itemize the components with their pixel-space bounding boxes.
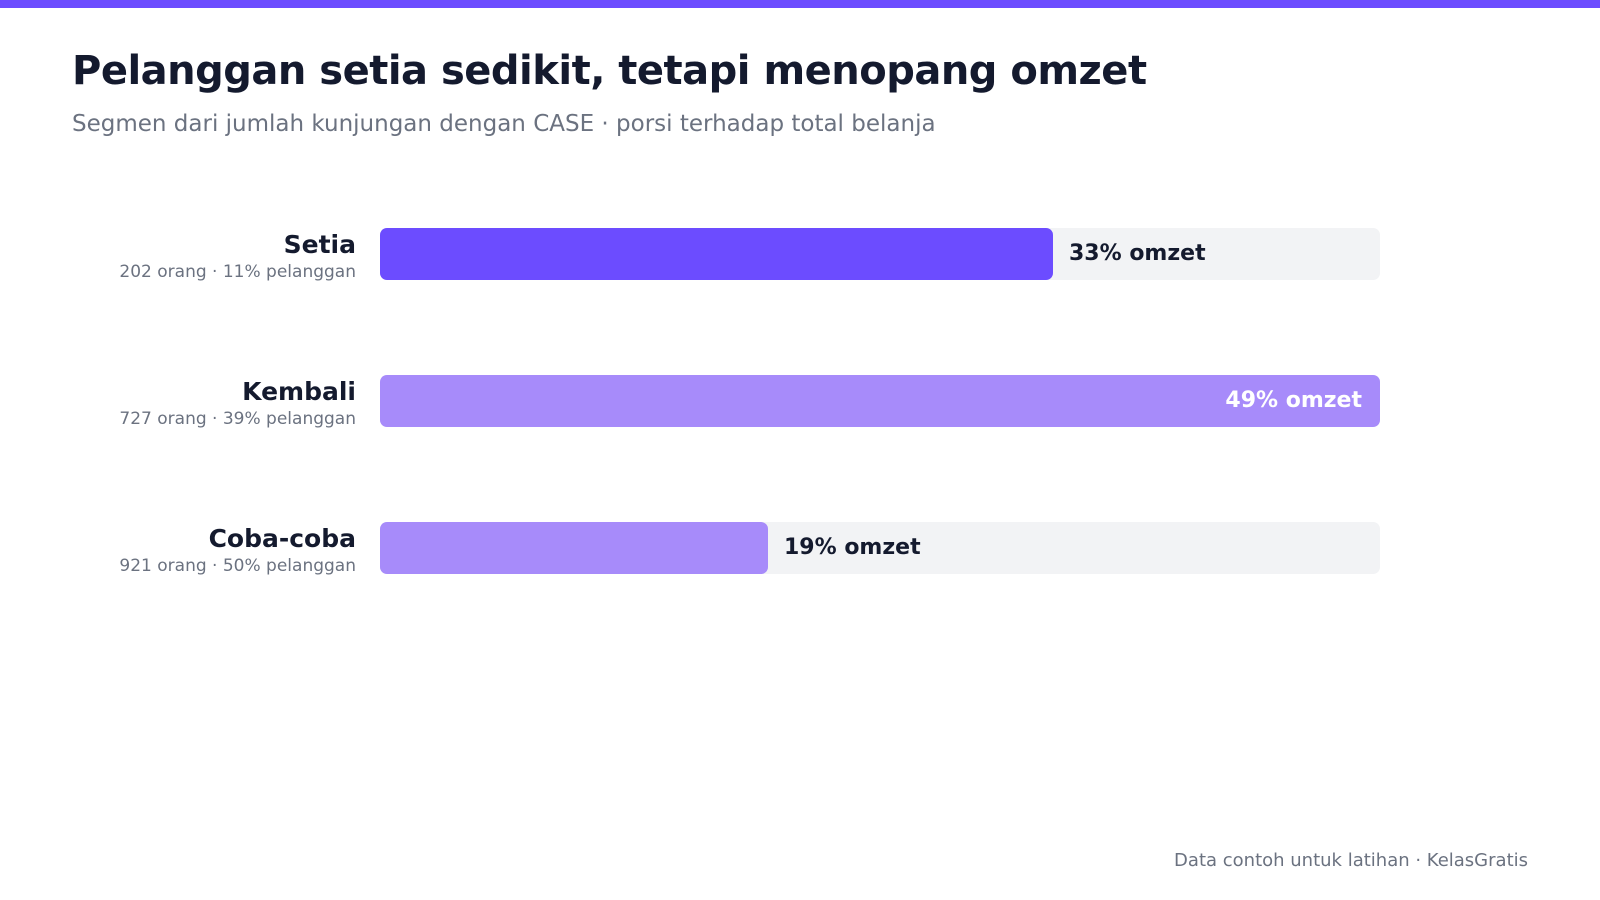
category-detail: 921 orang · 50% pelanggan <box>119 556 356 576</box>
data-label: 49% omzet <box>1225 388 1362 413</box>
category-detail: 727 orang · 39% pelanggan <box>119 409 356 429</box>
bar-row: Kembali 727 orang · 39% pelanggan 49% omze… <box>0 375 1600 429</box>
bar-row: Setia 202 orang · 11% pelanggan 33% omzet <box>0 228 1600 282</box>
category-label: Coba-coba <box>208 524 356 553</box>
data-label: 33% omzet <box>1069 241 1206 266</box>
data-label: 19% omzet <box>784 535 921 560</box>
category-label: Kembali <box>242 377 356 406</box>
category-label-group: Kembali 727 orang · 39% pelanggan <box>119 377 356 431</box>
bar-track: 33% omzet <box>380 228 1380 280</box>
bar <box>380 228 1053 280</box>
bar-row: Coba-coba 921 orang · 50% pelanggan 19% om… <box>0 522 1600 576</box>
chart-subtitle: Segmen dari jumlah kunjungan dengan CASE… <box>72 111 936 137</box>
category-detail: 202 orang · 11% pelanggan <box>119 262 356 282</box>
top-accent-bar <box>0 0 1600 8</box>
bar-track: 49% omzet <box>380 375 1380 427</box>
bar <box>380 522 768 574</box>
bar <box>380 375 1380 427</box>
category-label-group: Setia 202 orang · 11% pelanggan <box>119 230 356 284</box>
chart-title: Pelanggan setia sedikit, tetapi menopang… <box>72 48 1147 94</box>
category-label: Setia <box>283 230 356 259</box>
category-label-group: Coba-coba 921 orang · 50% pelanggan <box>119 524 356 578</box>
footer-credit: Data contoh untuk latihan · KelasGratis <box>1174 850 1528 871</box>
bar-track: 19% omzet <box>380 522 1380 574</box>
